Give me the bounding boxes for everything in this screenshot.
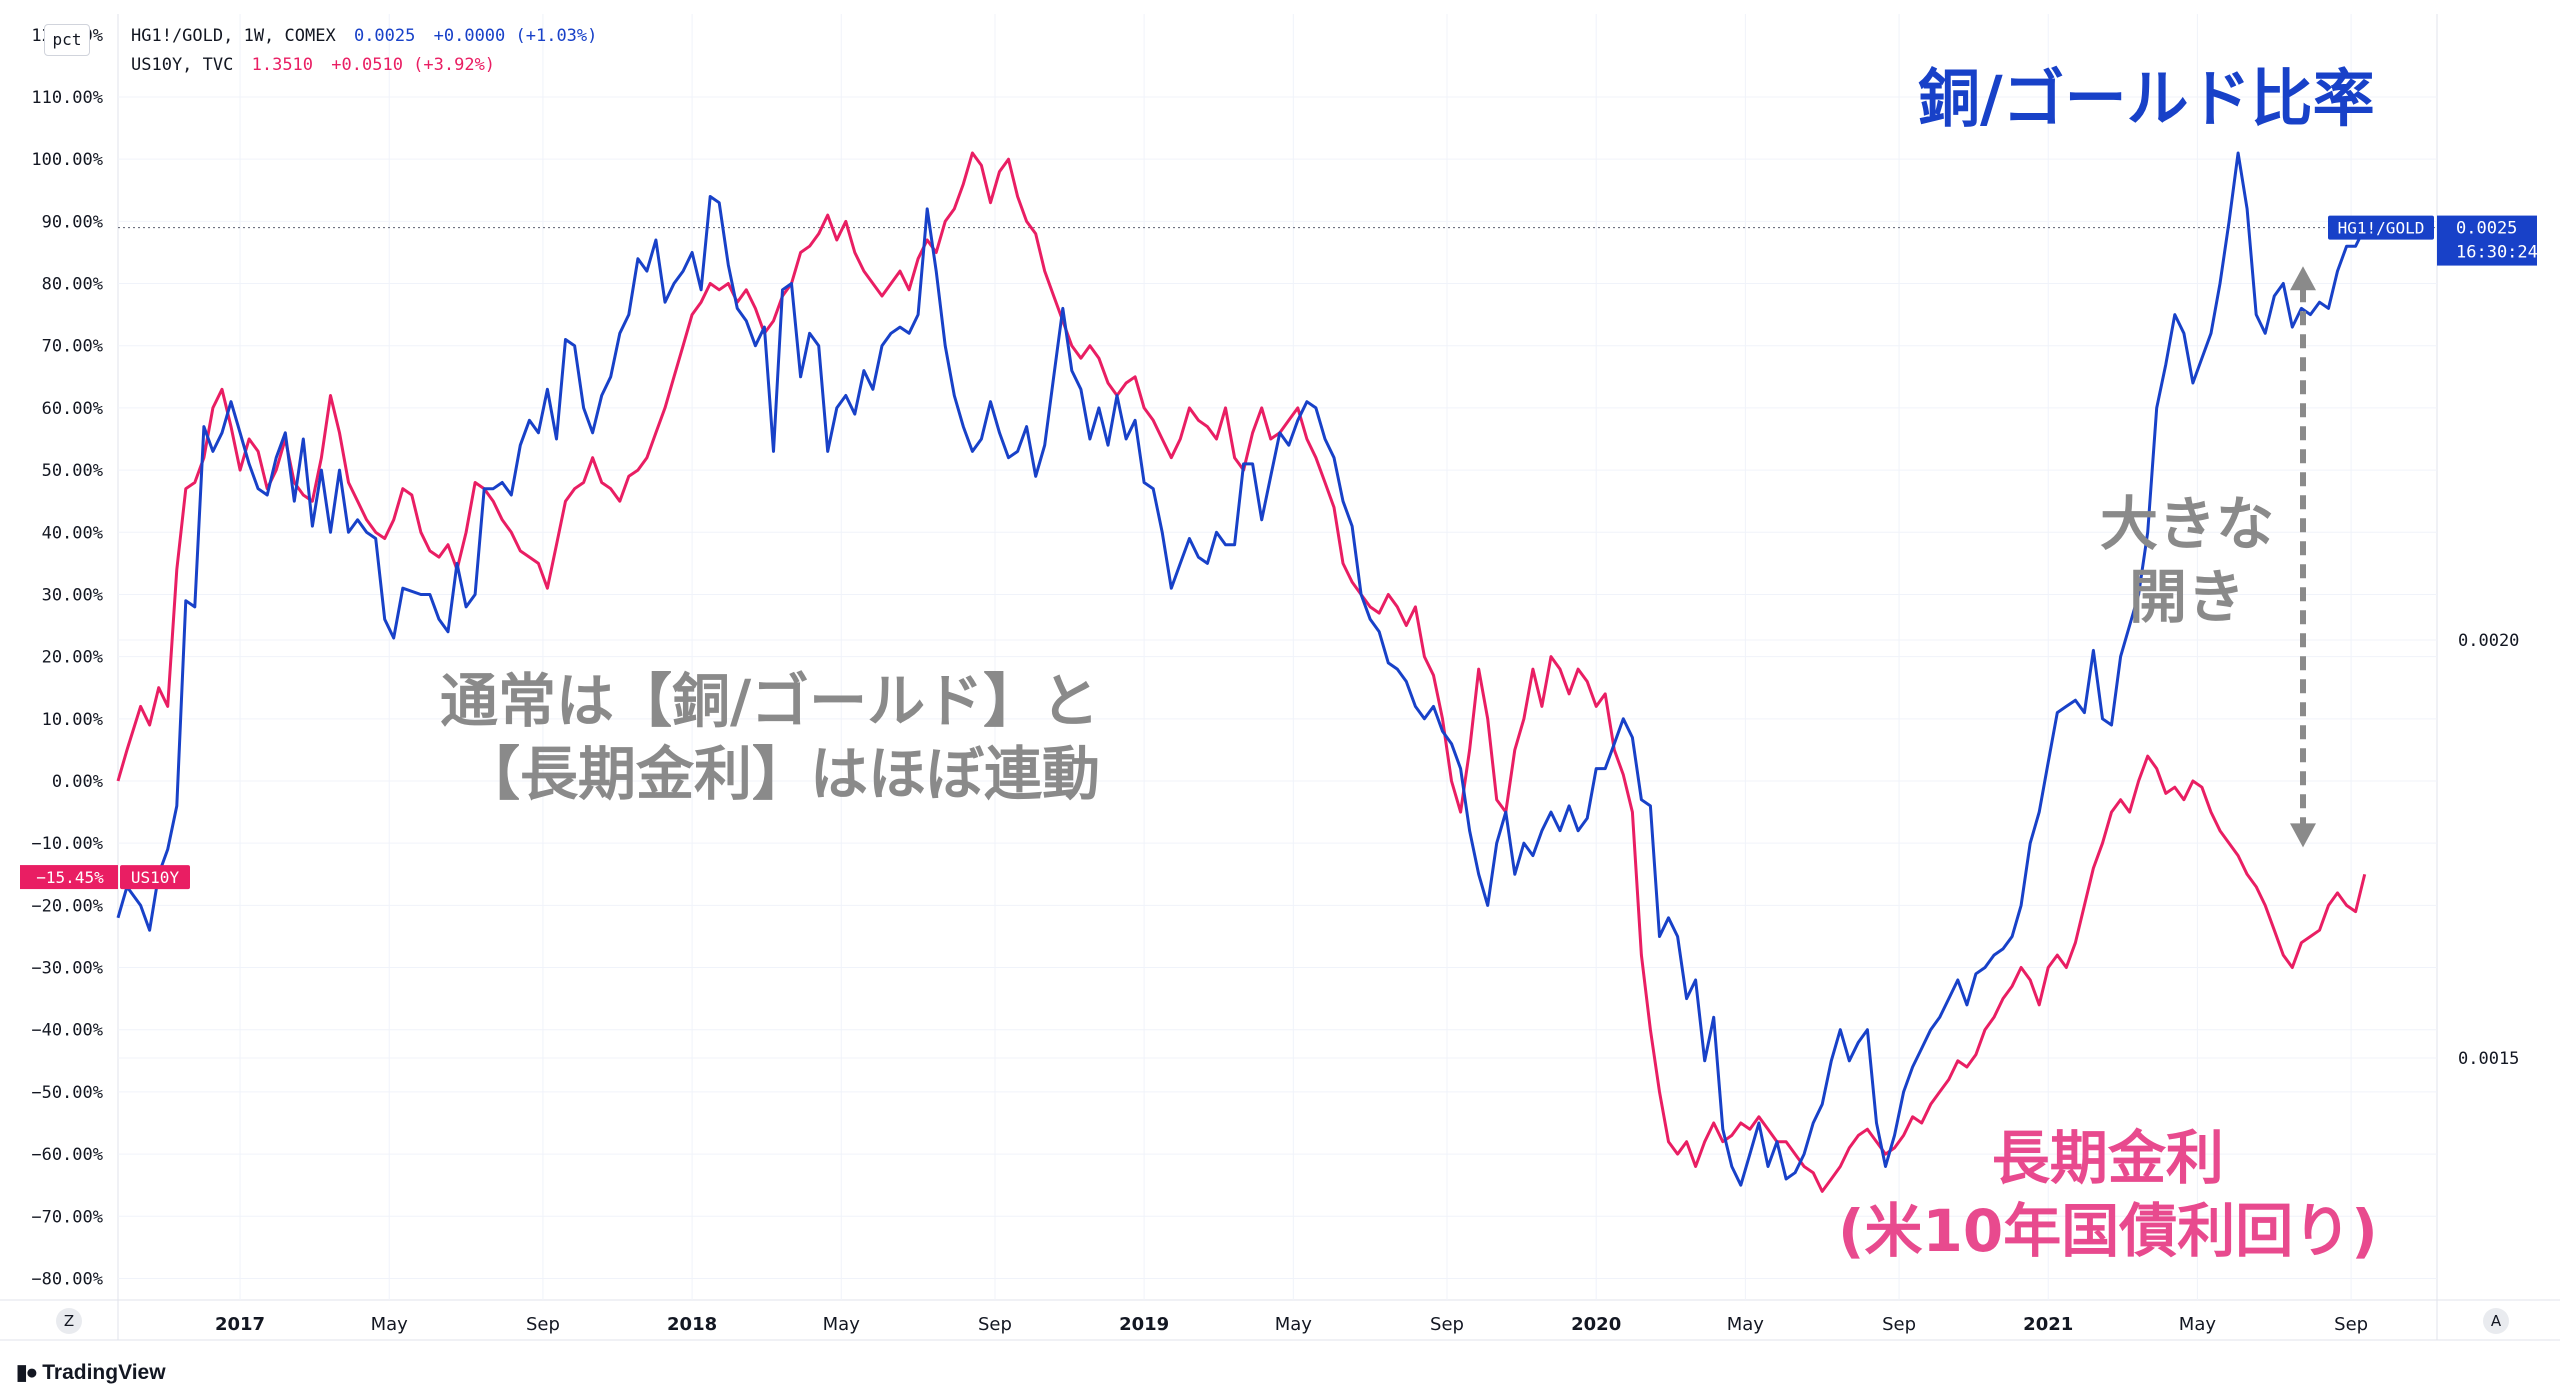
x-tick-label: Sep [978, 1314, 1012, 1335]
price-tag-value: 0.0025 [2456, 219, 2517, 239]
legend-us10y[interactable]: US10Y, TVC 1.3510 +0.0510 (+3.92%) [131, 55, 495, 75]
price-tag-us10y-label: US10Y [131, 868, 180, 887]
y-tick-label: 90.00% [42, 212, 103, 232]
x-tick-label: Sep [1882, 1314, 1916, 1335]
scale-mode-button[interactable]: pct [44, 24, 90, 56]
annotation-long-rate: 長期金利 (米10年国債利回り) [1838, 1122, 2378, 1267]
y-tick-label: −40.00% [31, 1021, 103, 1041]
legend-change: +0.0510 (+3.92%) [331, 55, 496, 75]
x-tick-label: May [823, 1314, 861, 1335]
y-tick-label: 20.00% [42, 648, 103, 668]
annotation-copper-gold-title: 銅/ゴールド比率 [1918, 62, 2375, 135]
annotation-gap-line2: 開き [2129, 562, 2246, 631]
x-tick-label: 2017 [215, 1314, 265, 1335]
x-tick-label: 2021 [2023, 1314, 2073, 1335]
x-tick-label: 2018 [667, 1314, 717, 1335]
auto-scale-right-button[interactable]: A [2483, 1308, 2509, 1334]
y-tick-label: −80.00% [31, 1269, 103, 1289]
x-tick-label: May [2179, 1314, 2217, 1335]
right-tick-label: 0.0020 [2458, 631, 2519, 651]
y-tick-label: −20.00% [31, 896, 103, 916]
price-tag-symbol: HG1!/GOLD [2338, 219, 2425, 238]
price-tag-us10y-value: −15.45% [36, 868, 104, 887]
price-tag-countdown: 16:30:24 [2456, 243, 2538, 263]
y-tick-label: −60.00% [31, 1145, 103, 1165]
x-tick-label: 2019 [1119, 1314, 1169, 1335]
y-tick-label: 10.00% [42, 710, 103, 730]
gap-arrow-head-up [2290, 266, 2316, 291]
series-line-hg-gold[interactable] [116, 151, 2367, 1187]
tradingview-brand: TradingView [42, 1360, 166, 1384]
price-tag-symbol-box [2328, 215, 2434, 240]
y-tick-label: −50.00% [31, 1083, 103, 1103]
y-tick-label: −30.00% [31, 959, 103, 979]
y-tick-label: −70.00% [31, 1207, 103, 1227]
annotation-normally-line1: 通常は【銅/ゴールド】と [440, 667, 1100, 735]
x-tick-label: Sep [1430, 1314, 1464, 1335]
annotation-long-rate-line2: (米10年国債利回り) [1838, 1196, 2378, 1265]
y-tick-label: 80.00% [42, 275, 103, 295]
legend-symbol: US10Y, TVC [131, 55, 234, 75]
y-tick-label: 70.00% [42, 337, 103, 357]
legend-symbol: HG1!/GOLD, 1W, COMEX [131, 26, 336, 46]
y-tick-label: 30.00% [42, 585, 103, 605]
x-tick-label: Sep [2334, 1314, 2368, 1335]
legend-hg-gold[interactable]: HG1!/GOLD, 1W, COMEX 0.0025 +0.0000 (+1.… [131, 26, 597, 46]
y-tick-label: 0.00% [52, 772, 103, 792]
y-tick-label: 50.00% [42, 461, 103, 481]
annotation-long-rate-line1: 長期金利 [1991, 1124, 2224, 1192]
legend-value: 0.0025 [353, 26, 416, 46]
x-tick-label: May [1727, 1314, 1765, 1335]
y-tick-label: 110.00% [31, 88, 103, 108]
x-tick-label: May [1275, 1314, 1313, 1335]
tradingview-logo[interactable]: ▮● TradingView [16, 1360, 166, 1385]
annotation-gap-line1: 大きな [2100, 490, 2275, 558]
annotation-normally-line2: 【長期金利】はほぼ連動 [462, 739, 1101, 808]
y-tick-label: 60.00% [42, 399, 103, 419]
price-tag-value-box [2437, 215, 2537, 266]
legend-value: 1.3510 [251, 55, 314, 75]
tradingview-logo-icon: ▮● [16, 1361, 38, 1384]
y-tick-label: −10.00% [31, 834, 103, 854]
price-tag-us10y-label-box [120, 865, 190, 890]
x-tick-label: 2020 [1571, 1314, 1621, 1335]
annotation-normally: 通常は【銅/ゴールド】と 【長期金利】はほぼ連動 [440, 665, 1100, 810]
y-tick-label: 100.00% [31, 150, 103, 170]
annotation-gap: 大きな 開き [2100, 488, 2274, 633]
auto-scale-left-button[interactable]: Z [56, 1308, 82, 1334]
gap-arrow-head-down [2290, 823, 2316, 848]
x-tick-label: Sep [526, 1314, 560, 1335]
legend-change: +0.0000 (+1.03%) [433, 26, 598, 46]
x-tick-label: May [371, 1314, 409, 1335]
price-tag-us10y-value-box [20, 865, 118, 890]
right-tick-label: 0.0015 [2458, 1049, 2519, 1069]
y-tick-label: 40.00% [42, 523, 103, 543]
